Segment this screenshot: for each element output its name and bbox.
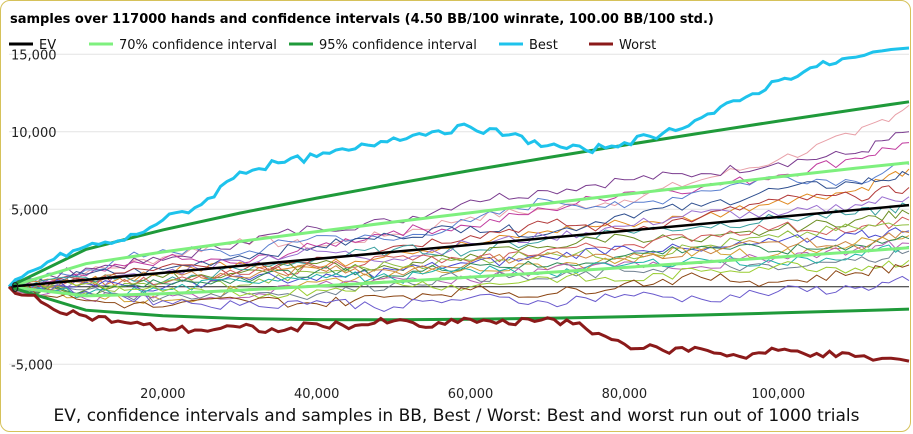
x-tick-label: 80,000 [602, 387, 648, 402]
y-tick-label: 5,000 [11, 203, 48, 218]
main-series [7, 46, 910, 363]
best-line [7, 46, 910, 288]
sample-line [8, 244, 910, 299]
sample-line [8, 105, 910, 288]
chart-caption: EV, confidence intervals and samples in … [53, 406, 860, 426]
legend-label: Best [529, 38, 558, 53]
legend: EV 70% confidence interval 95% confidence … [9, 38, 656, 53]
sample-line [8, 264, 910, 309]
sample-line [8, 209, 910, 295]
ci-lower-line [8, 246, 910, 298]
ci-upper-line [8, 161, 910, 289]
x-tick-label: 20,000 [140, 387, 186, 402]
sample-line [8, 260, 910, 299]
legend-label: 95% confidence interval [319, 38, 477, 53]
sample-line [8, 170, 910, 288]
axis-ticks: 15,000 10,000 5,000 0 -5,000 20,000 40,000 60,0… [11, 48, 805, 402]
y-tick-label: 15,000 [11, 48, 57, 63]
legend-label: EV [39, 38, 56, 53]
y-tick-label: 10,000 [11, 126, 57, 141]
sample-line [8, 275, 910, 312]
ci-upper-line [8, 100, 910, 289]
sample-line [8, 185, 910, 292]
legend-label: Worst [619, 38, 656, 53]
x-tick-label: 40,000 [294, 387, 340, 402]
legend-label: 70% confidence interval [119, 38, 277, 53]
chart-title: samples over 117000 hands and confidence… [10, 12, 714, 27]
sample-line [8, 235, 910, 297]
y-tick-label: 0 [11, 281, 19, 296]
worst-line [7, 285, 910, 363]
ev-line [8, 203, 910, 289]
x-tick-label: 60,000 [448, 387, 494, 402]
grid [9, 53, 909, 365]
sample-line [8, 222, 910, 297]
x-tick-label: 100,000 [751, 387, 805, 402]
sample-line [8, 131, 910, 289]
y-tick-label: -5,000 [11, 358, 53, 373]
sample-series [8, 105, 910, 312]
